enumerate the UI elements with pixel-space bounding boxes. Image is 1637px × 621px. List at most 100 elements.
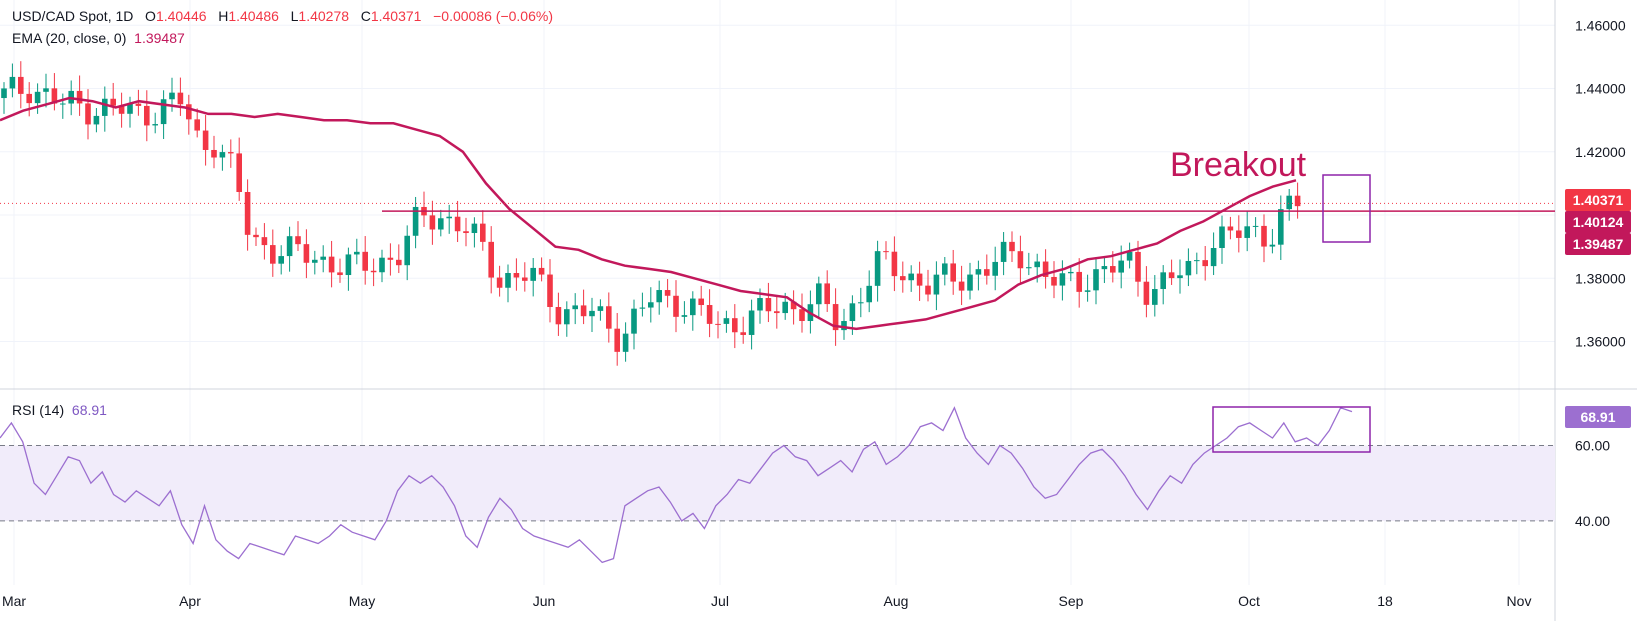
candle-body [765,298,772,312]
candle-body [1269,244,1276,247]
ohlc-open: 1.40446 [155,8,207,24]
candle-body [1126,251,1133,261]
candle-body [832,304,839,331]
candle-body [202,130,209,150]
candle-body [1286,195,1292,210]
rsi-band [0,445,1555,521]
candle-body [1042,261,1049,277]
candle-body [312,259,318,263]
last-price-tag: 1.40371 [1565,189,1631,211]
candle-body [580,305,587,317]
candle-body [883,251,889,253]
breakout-label: Breakout [1170,146,1307,184]
candle-body [555,307,562,325]
candle-body [1143,281,1150,305]
candle-body [1068,271,1074,274]
candle-body [908,273,914,281]
candle-body [589,310,595,317]
candle-body [102,98,108,116]
candle-body [446,216,452,219]
candle-body [706,305,713,324]
candle-body [732,318,738,333]
time-axis-label: Jul [711,593,729,609]
candle-body [992,261,998,276]
candle-body [757,298,763,311]
candle-body [1194,260,1200,262]
candle-body [1185,260,1192,276]
candle-body [799,309,805,322]
candle-body [328,256,335,273]
ohlc-high: 1.40486 [228,8,279,24]
candle-body [900,276,906,281]
candle-body [639,307,646,309]
candle-body [824,283,830,305]
candle-body [614,328,620,352]
candle-body [337,272,343,276]
time-axis-label: Nov [1507,593,1532,609]
candle-body [354,251,360,255]
candle-body [681,315,688,317]
candle-body [295,236,301,245]
candle-body [925,285,931,295]
candle-body [816,283,822,305]
breakout-box [1322,174,1371,243]
candle-body [648,302,654,308]
candle-body [1110,266,1116,273]
price-axis-tick: 1.44000 [1575,81,1626,97]
candle-body [320,256,326,260]
candle-body [135,103,142,106]
candle-body [186,104,192,120]
candle-body [1160,272,1166,290]
candle-body [127,103,133,114]
candle-body [950,263,956,282]
candle-body [404,235,410,266]
time-axis-label: Oct [1238,593,1260,609]
candle-body [606,306,612,329]
candle-body [160,99,167,125]
candle-body [118,105,125,114]
candle-body [152,124,158,126]
candle-body [1177,275,1183,279]
candle-body [1009,241,1015,252]
time-axis-label: 18 [1377,593,1393,609]
candle-body [1059,273,1066,286]
candle-body [874,251,881,286]
candle-body [933,274,940,295]
candle-body [1076,271,1082,292]
candle-body [345,254,352,276]
candle-body [530,267,536,281]
candle-body [9,76,16,89]
ema-price-tag: 1.39487 [1565,233,1631,255]
candle-body [1227,226,1234,231]
ohlc-open-key: O [145,8,156,24]
candle-body [43,88,49,92]
candle-body [286,236,293,257]
candle-body [513,273,520,278]
rsi-label: RSI (14) [12,402,65,418]
price-axis-tick: 1.46000 [1575,17,1626,33]
candle-body [790,301,797,310]
resistance-price-tag: 1.40124 [1565,211,1631,233]
candle-body [488,241,494,278]
candle-body [219,152,226,158]
candle-body [1152,289,1158,305]
time-axis-label: Mar [2,593,26,609]
candle-body [538,267,545,275]
candle-body [1261,225,1267,247]
candle-body [597,306,604,311]
candle-body [438,218,444,230]
candle-body [454,216,461,232]
candle-body [93,115,100,125]
candle-body [396,259,402,266]
candle-body [547,274,553,308]
ohlc-low: 1.40278 [298,8,350,24]
candle-body [942,263,948,275]
candle-body [505,273,511,288]
candle-body [471,223,478,234]
candle-body [1168,272,1175,279]
candle-body [1236,230,1242,238]
candle-body [412,206,419,236]
candle-body [228,152,234,154]
